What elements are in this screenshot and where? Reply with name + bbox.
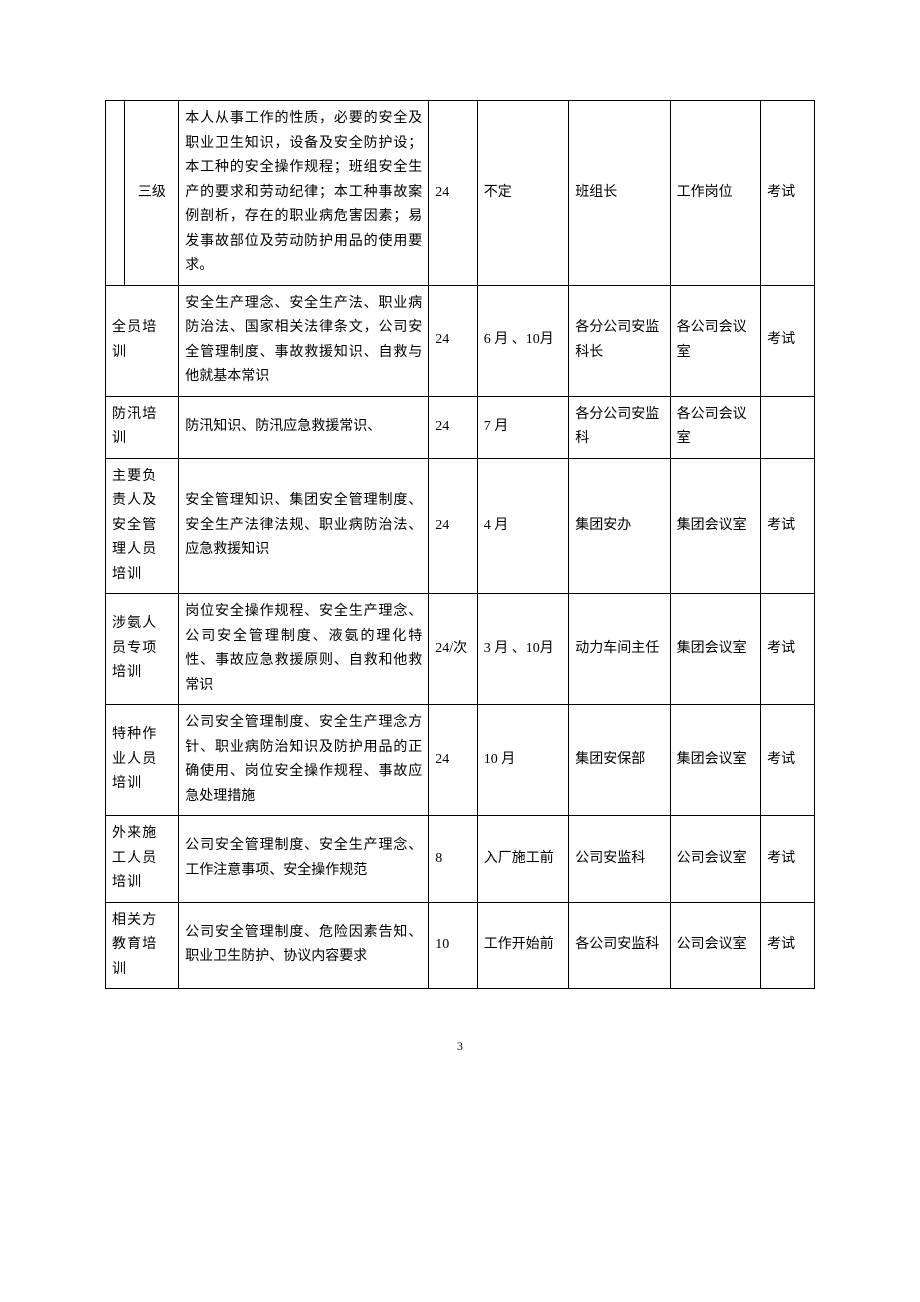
time-cell: 工作开始前	[477, 902, 569, 989]
content-cell: 公司安全管理制度、安全生产理念、工作注意事项、安全操作规范	[179, 816, 429, 903]
content-cell: 安全管理知识、集团安全管理制度、安全生产法律法规、职业病防治法、应急救援知识	[179, 458, 429, 594]
location-cell: 公司会议室	[670, 902, 761, 989]
time-cell: 6 月 、10月	[477, 285, 569, 396]
content-cell: 岗位安全操作规程、安全生产理念、公司安全管理制度、液氨的理化特性、事故应急救援原…	[179, 594, 429, 705]
content-cell: 本人从事工作的性质，必要的安全及职业卫生知识，设备及安全防护设；本工种的安全操作…	[179, 101, 429, 286]
content-cell: 公司安全管理制度、危险因素告知、职业卫生防护、协议内容要求	[179, 902, 429, 989]
content-cell: 防汛知识、防汛应急救援常识、	[179, 396, 429, 458]
assessment-cell: 考试	[761, 816, 815, 903]
category-cell: 相关方教育培训	[106, 902, 179, 989]
assessment-cell: 考试	[761, 705, 815, 816]
time-cell: 不定	[477, 101, 569, 286]
responsible-cell: 公司安监科	[569, 816, 670, 903]
hours-cell: 24	[429, 705, 477, 816]
assessment-cell	[761, 396, 815, 458]
hours-cell: 24	[429, 285, 477, 396]
responsible-cell: 各公司安监科	[569, 902, 670, 989]
category-cell: 主要负责人及安全管理人员培训	[106, 458, 179, 594]
assessment-cell: 考试	[761, 101, 815, 286]
content-cell: 安全生产理念、安全生产法、职业病防治法、国家相关法律条文，公司安全管理制度、事故…	[179, 285, 429, 396]
hours-cell: 8	[429, 816, 477, 903]
responsible-cell: 集团安保部	[569, 705, 670, 816]
page-number: 3	[105, 1039, 815, 1054]
category-cell: 特种作业人员培训	[106, 705, 179, 816]
responsible-cell: 班组长	[569, 101, 670, 286]
table-row: 三级 本人从事工作的性质，必要的安全及职业卫生知识，设备及安全防护设；本工种的安…	[106, 101, 815, 286]
time-cell: 7 月	[477, 396, 569, 458]
table-row: 涉氨人员专项培训 岗位安全操作规程、安全生产理念、公司安全管理制度、液氨的理化特…	[106, 594, 815, 705]
responsible-cell: 各分公司安监科	[569, 396, 670, 458]
table-row: 外来施工人员培训 公司安全管理制度、安全生产理念、工作注意事项、安全操作规范 8…	[106, 816, 815, 903]
hours-cell: 24	[429, 458, 477, 594]
category-outer-cell	[106, 101, 125, 286]
hours-cell: 10	[429, 902, 477, 989]
assessment-cell: 考试	[761, 285, 815, 396]
time-cell: 10 月	[477, 705, 569, 816]
location-cell: 集团会议室	[670, 594, 761, 705]
responsible-cell: 集团安办	[569, 458, 670, 594]
time-cell: 入厂施工前	[477, 816, 569, 903]
location-cell: 集团会议室	[670, 705, 761, 816]
location-cell: 集团会议室	[670, 458, 761, 594]
table-row: 防汛培训 防汛知识、防汛应急救援常识、 24 7 月 各分公司安监科 各公司会议…	[106, 396, 815, 458]
category-cell: 外来施工人员培训	[106, 816, 179, 903]
table-row: 全员培训 安全生产理念、安全生产法、职业病防治法、国家相关法律条文，公司安全管理…	[106, 285, 815, 396]
hours-cell: 24	[429, 101, 477, 286]
location-cell: 各公司会议室	[670, 285, 761, 396]
category-cell: 防汛培训	[106, 396, 179, 458]
assessment-cell: 考试	[761, 902, 815, 989]
table-row: 主要负责人及安全管理人员培训 安全管理知识、集团安全管理制度、安全生产法律法规、…	[106, 458, 815, 594]
responsible-cell: 动力车间主任	[569, 594, 670, 705]
category-cell: 涉氨人员专项培训	[106, 594, 179, 705]
category-inner-cell: 三级	[125, 101, 179, 286]
location-cell: 工作岗位	[670, 101, 761, 286]
hours-cell: 24/次	[429, 594, 477, 705]
training-plan-table: 三级 本人从事工作的性质，必要的安全及职业卫生知识，设备及安全防护设；本工种的安…	[105, 100, 815, 989]
category-cell: 全员培训	[106, 285, 179, 396]
table-row: 特种作业人员培训 公司安全管理制度、安全生产理念方针、职业病防治知识及防护用品的…	[106, 705, 815, 816]
assessment-cell: 考试	[761, 594, 815, 705]
content-cell: 公司安全管理制度、安全生产理念方针、职业病防治知识及防护用品的正确使用、岗位安全…	[179, 705, 429, 816]
assessment-cell: 考试	[761, 458, 815, 594]
location-cell: 公司会议室	[670, 816, 761, 903]
table-row: 相关方教育培训 公司安全管理制度、危险因素告知、职业卫生防护、协议内容要求 10…	[106, 902, 815, 989]
time-cell: 3 月 、10月	[477, 594, 569, 705]
hours-cell: 24	[429, 396, 477, 458]
responsible-cell: 各分公司安监科长	[569, 285, 670, 396]
time-cell: 4 月	[477, 458, 569, 594]
location-cell: 各公司会议室	[670, 396, 761, 458]
